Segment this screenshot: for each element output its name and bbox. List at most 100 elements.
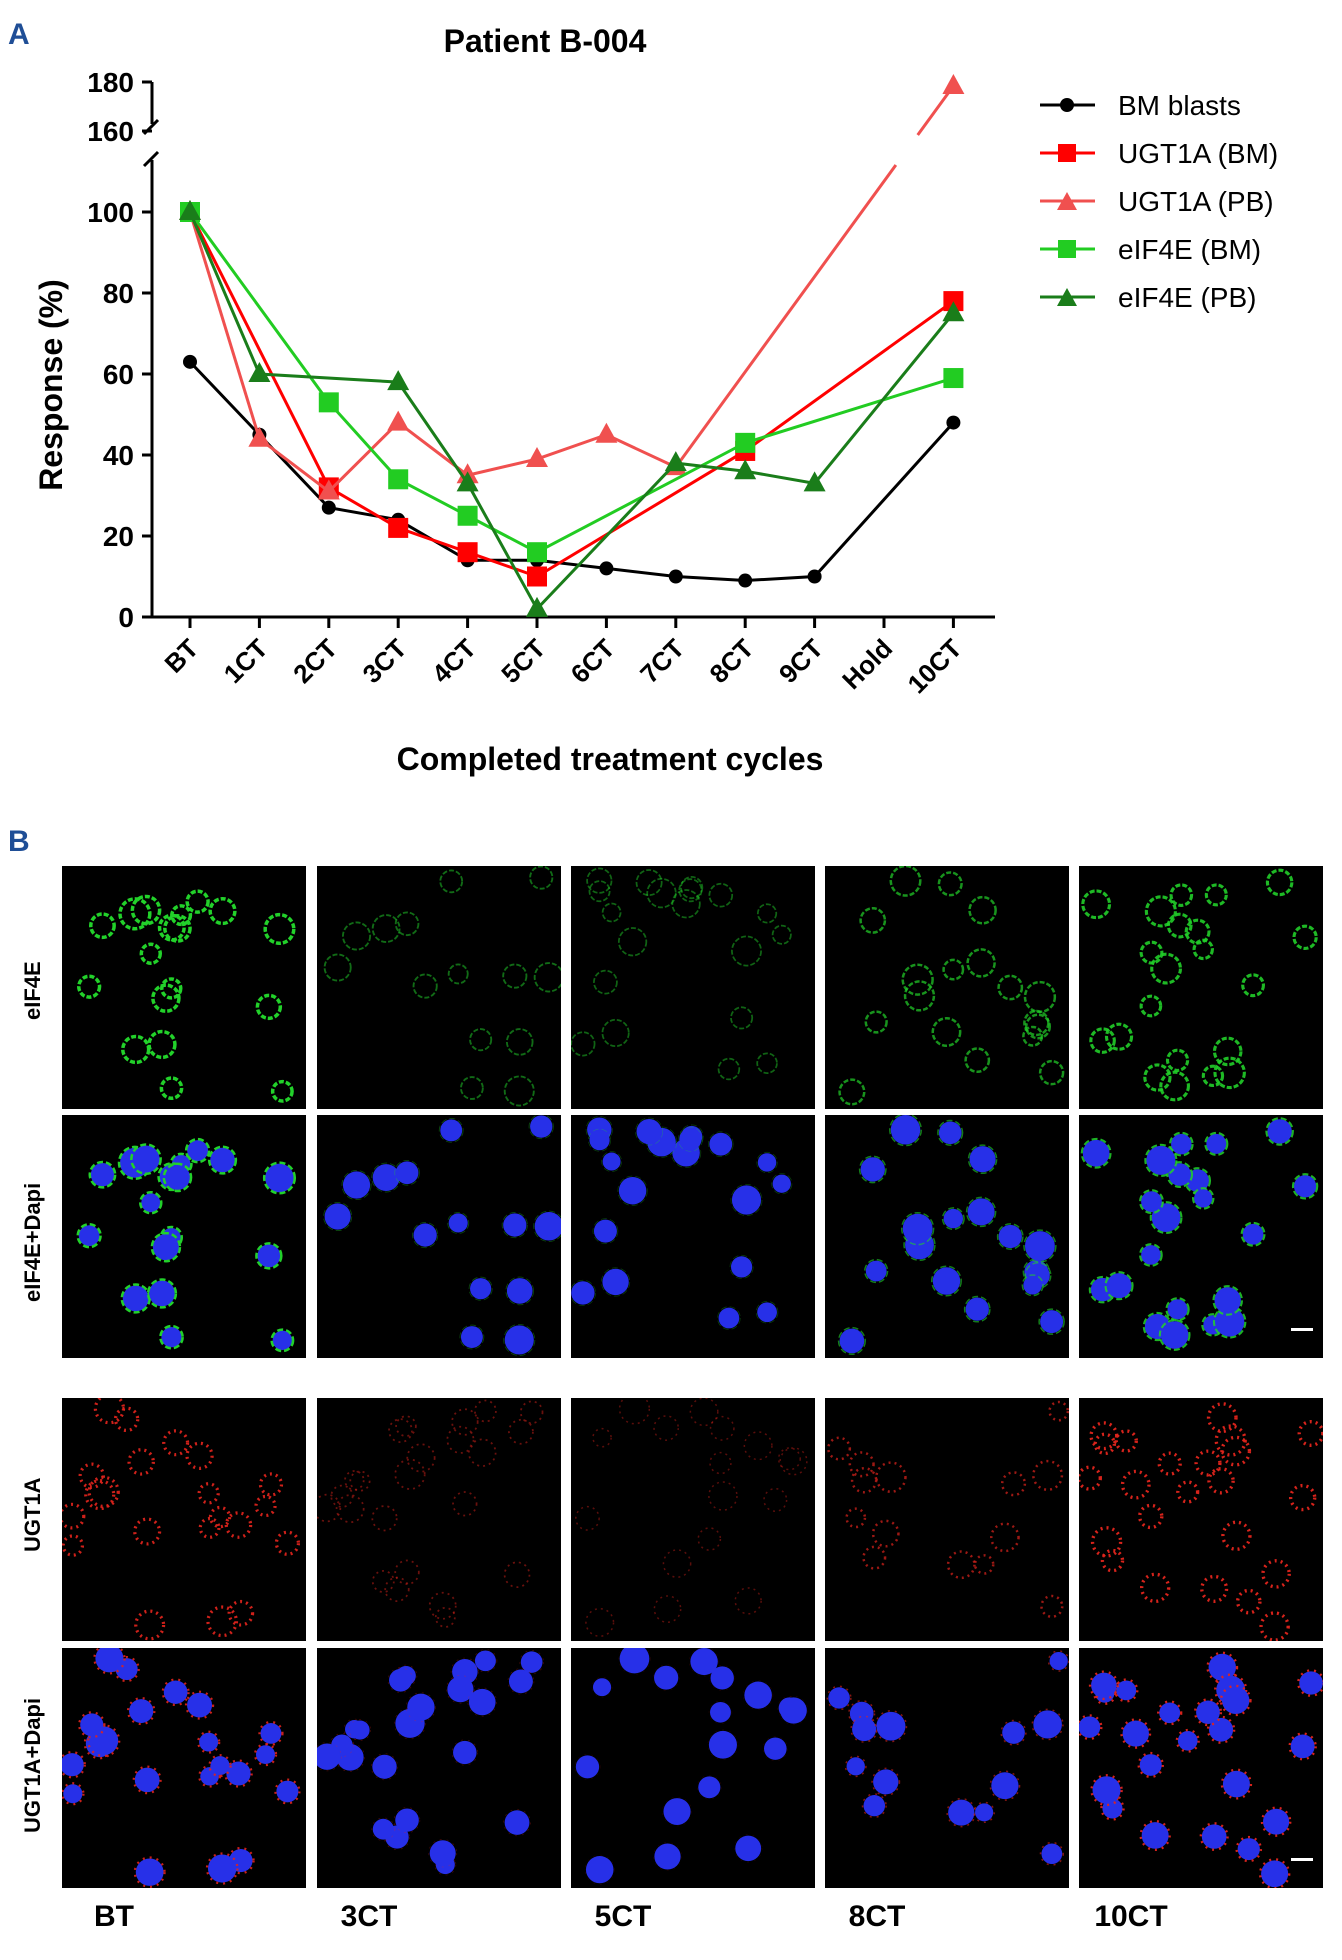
cell-stain [1104,1271,1134,1301]
nucleus [1242,1223,1264,1245]
cell-stain [1166,912,1193,939]
cell-stain [317,1742,342,1772]
cell-stain [837,1326,866,1356]
cell-stain [585,1607,615,1637]
cell-stain [1139,940,1164,965]
series-line-ugt1a-bm [188,211,955,579]
nucleus [163,1680,188,1704]
cell-stain [990,1522,1020,1553]
cell-stain [1206,1402,1238,1433]
cell-stain [937,1119,964,1146]
series-line-ugt1a-pb [258,437,330,493]
cell-stain [502,963,528,989]
cell-stain [161,1678,190,1707]
cell-stain [1150,952,1183,985]
cell-stain [508,1418,534,1445]
nucleus [730,1256,753,1278]
nucleus [468,1688,496,1716]
nucleus [1237,1838,1260,1861]
cell-stain [901,963,934,996]
legend-marker-eif4e-pb [1057,288,1077,306]
cell-stain [709,1665,736,1691]
cell-stain [371,1505,398,1532]
cell-stain [1220,1435,1252,1467]
nucleus [585,1856,614,1884]
nucleus [447,1676,474,1703]
nucleus [1201,1824,1227,1849]
nucleus [199,1732,219,1752]
cell-stain [671,889,701,919]
nucleus [372,1164,400,1192]
cell-stain [729,1254,754,1279]
cell-stain [965,1196,997,1228]
nucleus [350,1720,370,1740]
nucleus [448,1213,468,1233]
cell-stain [1192,938,1214,961]
cell-stain [864,1010,888,1034]
cell-stain [689,1648,720,1677]
cell-stain [529,866,554,890]
cell-stain [575,1505,600,1531]
cell-stain [393,1807,421,1834]
y-tick-label: 20 [103,521,134,552]
cell-stain [323,1201,353,1232]
nucleus [1171,1133,1192,1155]
cell-stain [756,1052,778,1074]
nucleus [860,1157,885,1182]
data-point-bm-blasts [946,415,961,430]
cell-stain [254,1494,277,1518]
cell-stain [848,1451,875,1478]
data-point-eif4e-pb [526,596,548,617]
micrograph-ugt1a-5ct [571,1398,815,1641]
cell-stain [394,1458,426,1490]
cell-stain [533,1210,561,1242]
cell-stain [1159,1070,1191,1102]
nucleus [90,1162,115,1187]
micrograph-eif4e-dapi-10ct [1079,1115,1323,1358]
cell-stain [406,1443,436,1473]
cell-stain [147,1029,177,1060]
data-point-eif4e-bm [735,432,756,453]
cell-stain [1213,1056,1246,1090]
cell-stain [262,1161,297,1195]
nucleus [132,1145,160,1173]
nucleus [839,1328,865,1354]
cell-stain [371,914,401,943]
nucleus [1177,1731,1198,1751]
nucleus [902,1213,933,1244]
nucleus [998,1224,1022,1249]
cell-stain [1025,1013,1052,1040]
nucleus [991,1772,1019,1800]
cell-stain [1000,1471,1027,1497]
nucleus [453,1740,477,1765]
cell-stain [349,1470,371,1492]
legend-label-ugt1a-bm: UGT1A (BM) [1118,138,1278,169]
nucleus [965,1297,989,1321]
series-line-ugt1a-pb [605,433,677,469]
cell-stain [348,1719,372,1741]
cell-stain [707,1729,739,1760]
nucleus [1159,1702,1181,1724]
cell-stain [689,1398,719,1427]
y-tick-label: 80 [103,278,134,309]
legend-marker-ugt1a-bm [1058,144,1076,162]
y-axis-label: Response (%) [33,279,69,491]
cell-stain [779,1447,808,1476]
cell-stain [162,1429,190,1457]
nucleus [865,1260,887,1282]
cell-stain [208,896,237,926]
nucleus [1146,1145,1176,1175]
scale-bar [1291,1328,1313,1331]
cell-stain [771,1173,793,1195]
nucleus [890,1115,921,1145]
nucleus [852,1717,877,1742]
cell-stain [1265,868,1294,897]
x-tick-label: Hold [836,633,898,695]
nucleus [589,1130,610,1151]
nucleus [440,1119,463,1142]
nucleus [260,1723,282,1744]
cell-stain [1138,1503,1164,1530]
nucleus [1221,1686,1250,1715]
cell-stain [1104,1022,1134,1051]
cell-stain [678,878,703,903]
